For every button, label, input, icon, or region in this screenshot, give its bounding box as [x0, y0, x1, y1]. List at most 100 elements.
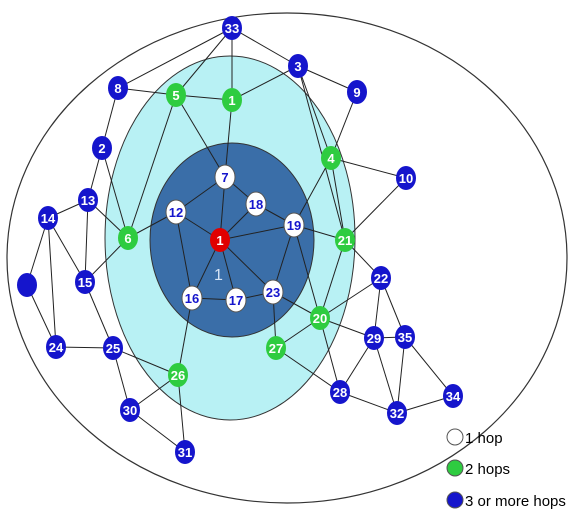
legend-swatch-hop2	[446, 459, 464, 477]
center-ring-label: 1	[214, 267, 223, 284]
node-label: 35	[398, 330, 412, 345]
node-19: 19	[283, 212, 305, 238]
node-label: 29	[367, 331, 381, 346]
node-1: 1	[222, 88, 242, 112]
node-circle	[283, 212, 305, 238]
edge	[396, 336, 406, 414]
edge	[293, 224, 321, 319]
node-21: 21	[335, 228, 355, 252]
node-20: 20	[310, 306, 330, 330]
node-circle	[168, 363, 188, 387]
node-label: 19	[287, 218, 301, 233]
edge	[175, 27, 233, 96]
node-8: 8	[108, 76, 128, 100]
edge	[219, 239, 274, 293]
node-35: 35	[395, 325, 415, 349]
edge	[177, 297, 193, 376]
node-label: 30	[123, 403, 137, 418]
node-2: 2	[92, 136, 112, 160]
node-label: 24	[49, 340, 64, 355]
node-label: 16	[185, 291, 199, 306]
node-30: 30	[120, 398, 140, 422]
node-circle	[266, 336, 286, 360]
edge	[275, 347, 341, 393]
node-label: 12	[169, 205, 183, 220]
node-18: 18	[245, 191, 267, 217]
node-circle	[225, 287, 247, 313]
node-circle	[175, 440, 195, 464]
node-9: 9	[347, 80, 367, 104]
node-label: 6	[124, 231, 131, 246]
node-label: 33	[225, 21, 239, 36]
node-31: 31	[175, 440, 195, 464]
node-label: 20	[313, 311, 327, 326]
node-label: 17	[229, 293, 243, 308]
node-22: 22	[371, 266, 391, 290]
edge	[330, 91, 358, 159]
edge	[297, 65, 346, 241]
edge	[175, 94, 226, 178]
node-27: 27	[266, 336, 286, 360]
node-33: 33	[222, 16, 242, 40]
node-label: 4	[327, 151, 335, 166]
edge	[127, 94, 177, 239]
node-circle	[166, 83, 186, 107]
node-circle	[214, 164, 236, 190]
node-circle	[38, 206, 58, 230]
node-circle	[330, 380, 350, 404]
node-circle	[245, 191, 267, 217]
edge	[319, 277, 382, 319]
edge	[330, 157, 346, 241]
node-32: 32	[387, 401, 407, 425]
node-circle	[335, 228, 355, 252]
node-26: 26	[168, 363, 188, 387]
node-circle	[120, 398, 140, 422]
node-circle	[396, 166, 416, 190]
edge	[84, 281, 114, 349]
node-circle	[222, 88, 242, 112]
edge	[231, 27, 299, 67]
node-circle	[210, 228, 230, 252]
node-circle	[262, 279, 284, 305]
node-28: 28	[330, 380, 350, 404]
edge	[224, 99, 233, 178]
legend: 1 hop 2 hops 3 or more hops	[446, 428, 566, 510]
node-circle	[75, 270, 95, 294]
node-label: 27	[269, 341, 283, 356]
edge	[219, 224, 295, 241]
edge	[231, 65, 299, 101]
edge	[175, 211, 193, 299]
node-label: 13	[81, 193, 95, 208]
node-25: 25	[103, 336, 123, 360]
legend-label-hop1: 1 hop	[465, 430, 503, 447]
node-16: 16	[181, 285, 203, 311]
node-label: 21	[338, 233, 352, 248]
edge	[373, 337, 398, 414]
node-label: 1	[216, 233, 223, 248]
edge	[319, 239, 346, 319]
node-29: 29	[364, 326, 384, 350]
node-label: 34	[446, 389, 461, 404]
node-circle	[92, 136, 112, 160]
node-label: 28	[333, 385, 347, 400]
node-circle	[347, 80, 367, 104]
edge	[177, 374, 186, 453]
node-label: 15	[78, 275, 92, 290]
edge	[117, 27, 233, 89]
node-label: 5	[172, 88, 179, 103]
node-circle	[181, 285, 203, 311]
node-circle	[222, 16, 242, 40]
node-label: 3	[294, 59, 301, 74]
edge	[319, 317, 341, 393]
node-label: 26	[171, 368, 185, 383]
node-17: 17	[225, 287, 247, 313]
node-23: 23	[262, 279, 284, 305]
node-circle	[17, 273, 37, 297]
node-circle	[443, 384, 463, 408]
legend-swatch-hop3	[446, 491, 464, 509]
edge	[293, 157, 332, 226]
node-circle	[46, 335, 66, 359]
edge	[129, 409, 186, 453]
node-13: 13	[78, 188, 98, 212]
